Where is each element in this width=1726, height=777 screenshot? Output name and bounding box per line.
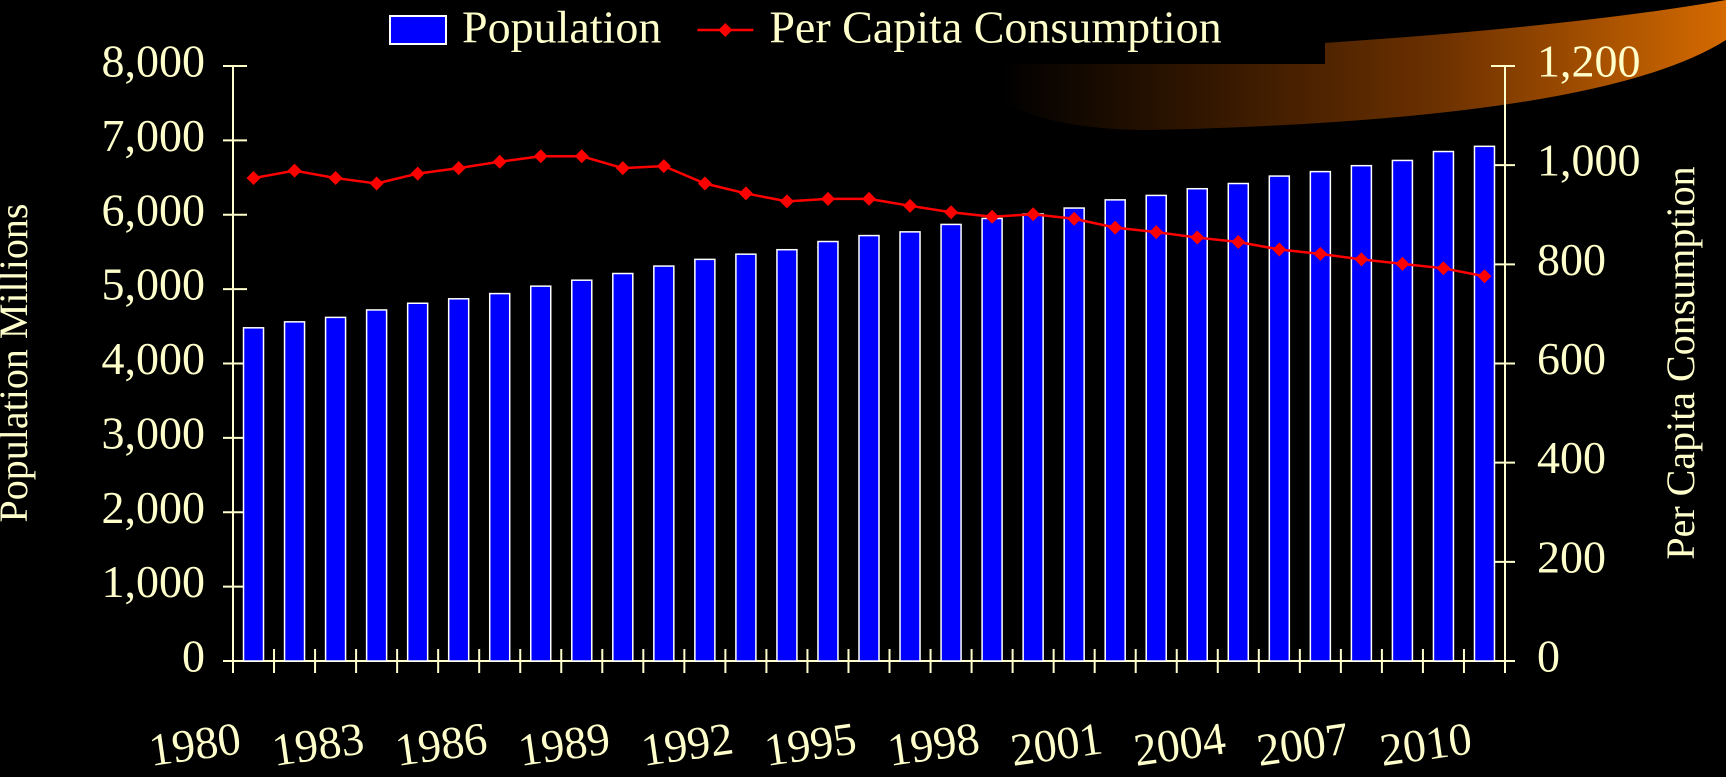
page: {"chart_data": {"type": "bar-line", "cat…: [0, 0, 1726, 777]
marker: [739, 186, 753, 200]
y-tick-label: 6,000: [102, 184, 206, 235]
bar: [408, 303, 428, 661]
x-tick-label: 1980: [146, 712, 244, 775]
y-tick-label: 7,000: [102, 110, 206, 161]
x-tick-label: 1995: [761, 712, 859, 775]
x-tick-label: 1992: [638, 712, 736, 775]
y2-tick-label: 1,000: [1537, 135, 1641, 186]
marker: [452, 161, 466, 175]
marker: [329, 171, 343, 185]
bar: [1228, 184, 1248, 661]
bar: [818, 242, 838, 661]
y2-axis-title: Per Capita Consumption: [1658, 166, 1703, 559]
y-tick-label: 3,000: [102, 407, 206, 458]
bar: [367, 310, 387, 661]
marker: [862, 192, 876, 206]
bar: [900, 232, 920, 661]
bar: [695, 259, 715, 661]
chart: Population Millions Per Capita Consumpti…: [0, 0, 1726, 777]
marker: [821, 192, 835, 206]
marker: [575, 149, 589, 163]
y-tick-label: 8,000: [102, 36, 206, 87]
marker: [493, 155, 507, 169]
y-tick-label: 1,000: [102, 556, 206, 607]
bar: [859, 236, 879, 661]
marker: [534, 149, 548, 163]
marker: [903, 199, 917, 213]
bar: [1351, 166, 1371, 661]
bar: [244, 328, 264, 661]
y-tick-label: 0: [182, 631, 205, 682]
y-tick-label: 5,000: [102, 259, 206, 310]
bar: [1105, 200, 1125, 661]
bar: [1310, 172, 1330, 661]
bar: [490, 294, 510, 661]
y2-tick-label: 800: [1537, 234, 1606, 285]
bar: [777, 250, 797, 661]
bar: [1187, 189, 1207, 661]
legend-swatch: [390, 16, 446, 44]
bar: [1474, 146, 1494, 661]
bar: [1433, 152, 1453, 661]
x-tick-label: 1998: [884, 712, 982, 775]
bar: [1392, 160, 1412, 661]
marker: [247, 171, 261, 185]
marker: [698, 177, 712, 191]
marker: [370, 177, 384, 191]
bar: [1064, 208, 1084, 661]
marker: [288, 164, 302, 178]
legend-label: Population: [462, 2, 661, 53]
bar: [613, 274, 633, 661]
bar: [449, 299, 469, 661]
x-tick-label: 2001: [1007, 712, 1105, 775]
bar: [531, 286, 551, 661]
bar: [982, 218, 1002, 661]
bar: [1146, 195, 1166, 661]
marker: [657, 159, 671, 173]
marker: [944, 205, 958, 219]
y-tick-label: 2,000: [102, 482, 206, 533]
bar: [654, 266, 674, 661]
x-tick-label: 1989: [515, 712, 613, 775]
y2-tick-label: 200: [1537, 531, 1606, 582]
y-axis-title: Population Millions: [0, 204, 36, 523]
marker: [780, 194, 794, 208]
bar: [941, 224, 961, 661]
marker: [616, 161, 630, 175]
x-tick-label: 2004: [1131, 712, 1229, 775]
y2-tick-label: 0: [1537, 631, 1560, 682]
bar: [285, 322, 305, 661]
y2-tick-label: 600: [1537, 333, 1606, 384]
x-tick-label: 2010: [1377, 712, 1475, 775]
x-tick-label: 2007: [1254, 712, 1352, 775]
bar: [736, 254, 756, 661]
y2-tick-label: 400: [1537, 432, 1606, 483]
bar: [572, 280, 592, 661]
y2-tick-label: 1,200: [1537, 36, 1641, 87]
y-tick-label: 4,000: [102, 333, 206, 384]
bar: [1023, 214, 1043, 661]
x-tick-label: 1986: [392, 712, 490, 775]
legend-label: Per Capita Consumption: [769, 2, 1221, 53]
bar: [326, 317, 346, 661]
marker: [411, 167, 425, 181]
x-tick-label: 1983: [269, 712, 367, 775]
